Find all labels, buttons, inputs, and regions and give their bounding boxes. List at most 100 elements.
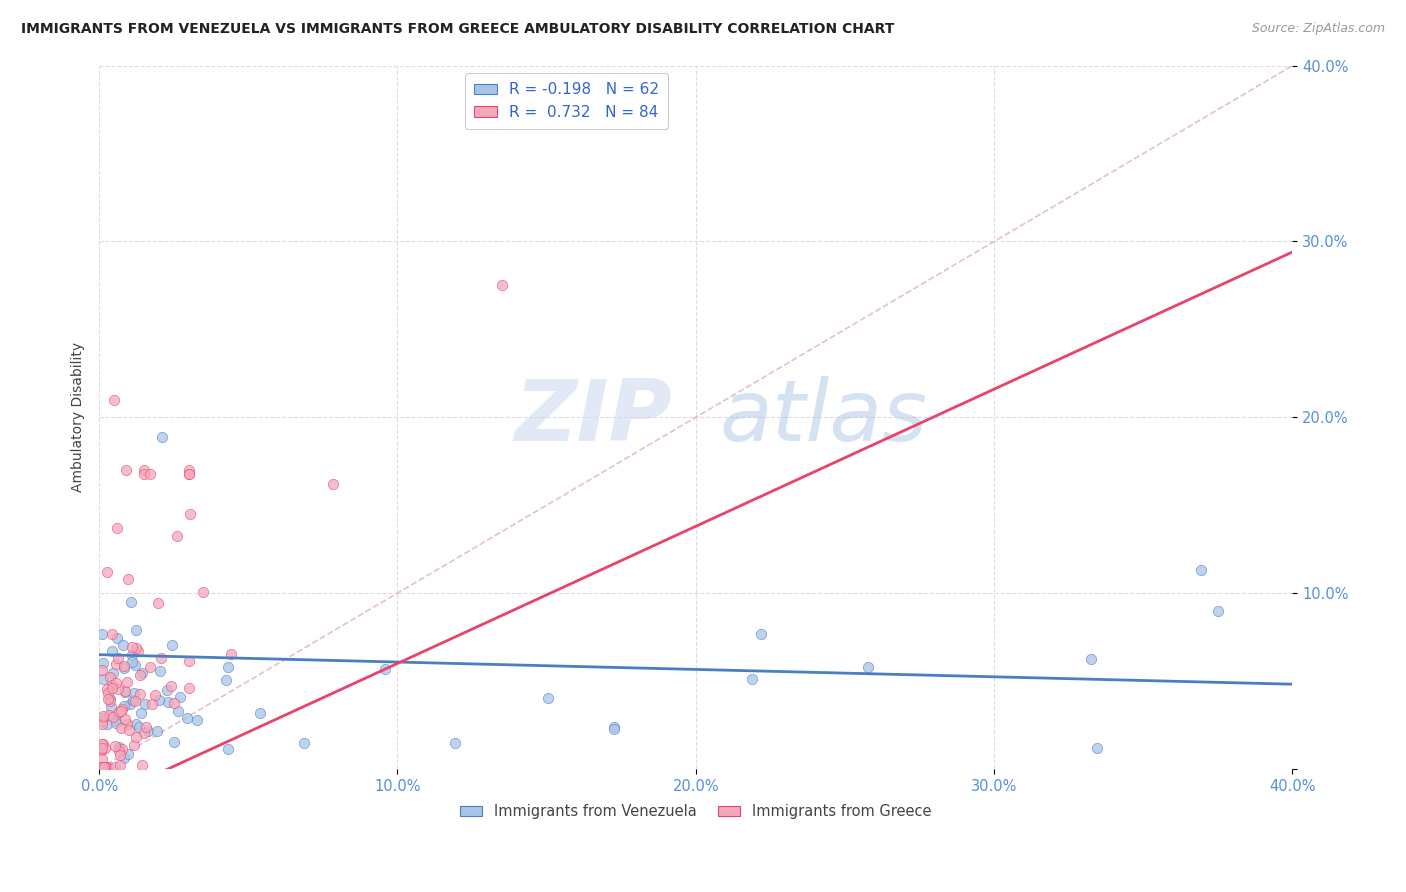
Point (97, 692, 120, 706)
Text: Source: ZipAtlas.com: Source: ZipAtlas.com (1251, 22, 1385, 36)
Point (104, 657, 127, 672)
Point (103, 666, 125, 681)
Point (191, 585, 214, 599)
Point (160, 680, 183, 694)
Point (1080, 652, 1102, 666)
Point (219, 648, 242, 662)
Point (98, 670, 121, 684)
Point (179, 507, 201, 521)
Point (100, 700, 122, 714)
Point (91, 737, 114, 751)
Point (149, 664, 172, 678)
Point (122, 693, 145, 707)
Point (322, 476, 344, 491)
Point (93, 760, 115, 774)
Point (91, 709, 114, 723)
Point (129, 706, 152, 720)
Point (104, 760, 127, 774)
Point (103, 392, 125, 407)
Point (150, 429, 173, 443)
Point (122, 686, 145, 700)
Point (115, 675, 138, 690)
Point (132, 467, 155, 481)
Point (176, 711, 198, 725)
Point (139, 660, 162, 674)
Point (143, 688, 166, 702)
Point (186, 713, 208, 727)
Point (105, 520, 128, 534)
Point (117, 572, 139, 586)
Point (104, 713, 127, 727)
Point (101, 644, 124, 658)
Point (603, 720, 626, 734)
Point (127, 644, 149, 658)
Point (111, 638, 134, 652)
Point (120, 697, 142, 711)
Point (177, 681, 200, 695)
Point (97, 686, 120, 700)
Point (96, 681, 118, 696)
Point (91, 752, 114, 766)
Point (122, 738, 145, 752)
Point (157, 695, 180, 709)
Point (125, 717, 148, 731)
Point (177, 463, 200, 477)
Point (217, 660, 239, 674)
Text: atlas: atlas (720, 376, 928, 458)
Point (114, 684, 136, 698)
Point (118, 723, 141, 737)
Point (135, 720, 157, 734)
Point (100, 681, 122, 696)
Point (177, 654, 200, 668)
Point (98, 691, 121, 706)
Point (150, 651, 173, 665)
Point (138, 724, 160, 739)
Point (105, 631, 128, 645)
Point (115, 463, 138, 477)
Point (292, 736, 315, 750)
Point (97, 760, 120, 774)
Point (108, 705, 131, 719)
Point (91, 663, 114, 677)
Point (91, 760, 114, 774)
Point (129, 687, 152, 701)
Point (112, 661, 135, 675)
Point (169, 690, 191, 705)
Point (1206, 604, 1229, 618)
Point (374, 662, 396, 676)
Point (91, 741, 114, 756)
Point (115, 717, 138, 731)
Point (217, 742, 239, 756)
Text: IMMIGRANTS FROM VENEZUELA VS IMMIGRANTS FROM GREECE AMBULATORY DISABILITY CORREL: IMMIGRANTS FROM VENEZUELA VS IMMIGRANTS … (21, 22, 894, 37)
Point (163, 697, 186, 711)
Point (117, 747, 139, 761)
Point (128, 721, 150, 735)
Point (107, 682, 129, 697)
Point (156, 683, 179, 698)
Point (537, 690, 560, 705)
Point (129, 668, 152, 682)
Point (141, 698, 163, 712)
Point (107, 744, 129, 758)
Point (124, 641, 146, 656)
Point (148, 693, 170, 707)
Point (166, 704, 188, 718)
Point (108, 740, 131, 755)
Point (215, 673, 238, 687)
Point (96, 716, 118, 731)
Point (110, 757, 132, 772)
Point (111, 742, 134, 756)
Y-axis label: Ambulatory Disability: Ambulatory Disability (72, 343, 86, 492)
Point (1085, 741, 1108, 756)
Point (134, 726, 156, 740)
Point (741, 672, 763, 686)
Point (121, 648, 143, 662)
Point (603, 722, 626, 736)
Text: ZIP: ZIP (515, 376, 672, 458)
Point (491, 278, 513, 293)
Point (112, 751, 135, 765)
Point (125, 623, 148, 637)
Point (91, 656, 114, 670)
Point (108, 747, 131, 762)
Point (124, 694, 146, 708)
